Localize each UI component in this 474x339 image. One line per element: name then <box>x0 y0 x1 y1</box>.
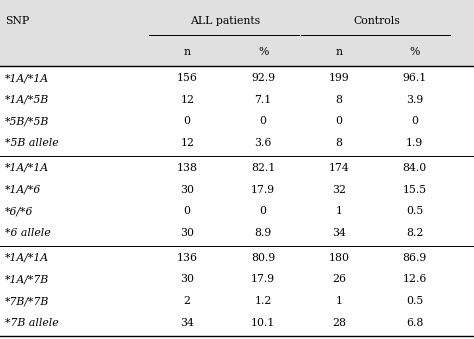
Text: 180: 180 <box>328 253 349 263</box>
Text: n: n <box>184 46 191 57</box>
Text: 1: 1 <box>336 296 342 306</box>
Text: 0: 0 <box>260 206 266 216</box>
Text: *1A/*1A: *1A/*1A <box>5 253 49 263</box>
Text: 10.1: 10.1 <box>251 318 275 328</box>
Text: *1A/*5B: *1A/*5B <box>5 95 49 105</box>
Text: *1A/*1A: *1A/*1A <box>5 73 49 83</box>
Text: 30: 30 <box>180 184 194 195</box>
Text: Controls: Controls <box>354 16 400 26</box>
Text: 0.5: 0.5 <box>406 296 423 306</box>
Text: 34: 34 <box>180 318 194 328</box>
Text: *1A/*1A: *1A/*1A <box>5 163 49 173</box>
Text: 8.9: 8.9 <box>255 228 272 238</box>
Text: 3.6: 3.6 <box>255 138 272 148</box>
Text: 136: 136 <box>177 253 198 263</box>
Text: 84.0: 84.0 <box>402 163 427 173</box>
Text: SNP: SNP <box>5 16 29 26</box>
Text: 30: 30 <box>180 228 194 238</box>
Text: 0: 0 <box>260 116 266 126</box>
Text: 86.9: 86.9 <box>402 253 427 263</box>
Text: 6.8: 6.8 <box>406 318 423 328</box>
Text: 34: 34 <box>332 228 346 238</box>
Text: 82.1: 82.1 <box>251 163 275 173</box>
Text: 17.9: 17.9 <box>251 184 275 195</box>
Text: 28: 28 <box>332 318 346 328</box>
Text: 138: 138 <box>177 163 198 173</box>
Text: 8: 8 <box>336 138 342 148</box>
Text: ALL patients: ALL patients <box>190 16 260 26</box>
Text: 80.9: 80.9 <box>251 253 275 263</box>
Text: 0: 0 <box>184 116 191 126</box>
Text: %: % <box>258 46 268 57</box>
Bar <box>0 0 474 66</box>
Text: 1: 1 <box>336 206 342 216</box>
Text: 0.5: 0.5 <box>406 206 423 216</box>
Text: *7B allele: *7B allele <box>5 318 58 328</box>
Text: *5B/*5B: *5B/*5B <box>5 116 49 126</box>
Text: *6/*6: *6/*6 <box>5 206 33 216</box>
Text: 174: 174 <box>328 163 349 173</box>
Text: 2: 2 <box>184 296 191 306</box>
Text: 0: 0 <box>411 116 418 126</box>
Text: 1.9: 1.9 <box>406 138 423 148</box>
Text: 92.9: 92.9 <box>251 73 275 83</box>
Text: 30: 30 <box>180 274 194 284</box>
Text: 12: 12 <box>180 95 194 105</box>
Text: 32: 32 <box>332 184 346 195</box>
Text: 8.2: 8.2 <box>406 228 423 238</box>
Text: n: n <box>336 46 342 57</box>
Text: 26: 26 <box>332 274 346 284</box>
Text: *6 allele: *6 allele <box>5 228 50 238</box>
Text: 12.6: 12.6 <box>402 274 427 284</box>
Text: 1.2: 1.2 <box>255 296 272 306</box>
Text: %: % <box>410 46 420 57</box>
Text: *7B/*7B: *7B/*7B <box>5 296 49 306</box>
Text: 12: 12 <box>180 138 194 148</box>
Text: *1A/*7B: *1A/*7B <box>5 274 49 284</box>
Text: 3.9: 3.9 <box>406 95 423 105</box>
Text: 156: 156 <box>177 73 198 83</box>
Text: 96.1: 96.1 <box>402 73 427 83</box>
Text: *1A/*6: *1A/*6 <box>5 184 41 195</box>
Text: 17.9: 17.9 <box>251 274 275 284</box>
Text: 7.1: 7.1 <box>255 95 272 105</box>
Text: 0: 0 <box>184 206 191 216</box>
Text: 199: 199 <box>328 73 349 83</box>
Text: 15.5: 15.5 <box>403 184 427 195</box>
Text: 8: 8 <box>336 95 342 105</box>
Text: 0: 0 <box>336 116 342 126</box>
Text: *5B allele: *5B allele <box>5 138 58 148</box>
